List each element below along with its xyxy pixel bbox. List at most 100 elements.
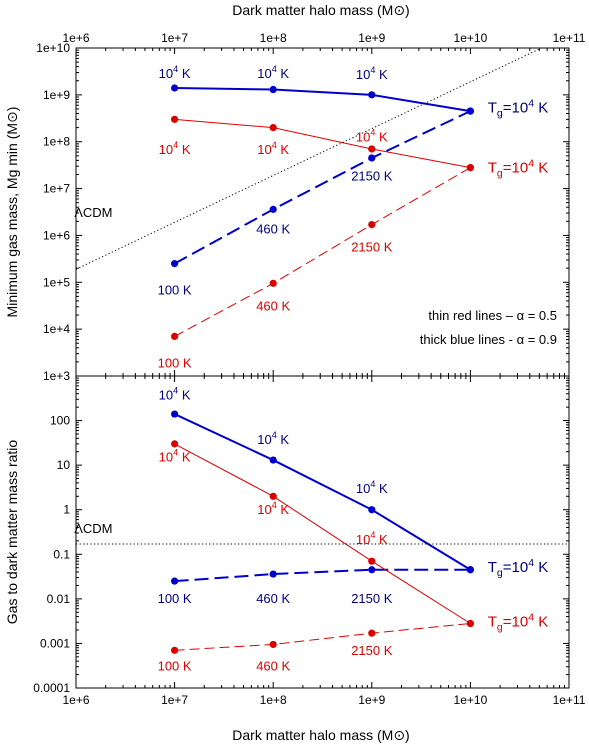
annotation-label: ΛCDM — [74, 521, 112, 536]
series-line — [174, 443, 471, 624]
series-line — [174, 87, 471, 113]
x-tick-label: 1e+8 — [260, 693, 287, 707]
y-tick-label: 1e+6 — [43, 228, 70, 242]
data-point — [171, 440, 179, 448]
annotation-label: 104 K — [257, 500, 289, 517]
y-tick-label: 1e+5 — [43, 275, 70, 289]
data-point — [171, 410, 179, 418]
data-point — [466, 164, 474, 172]
annotation-label: Tg=104 K — [488, 611, 548, 633]
data-point — [368, 557, 376, 565]
y-axis-label: Minimum gas mass, Mg min (M⊙) — [4, 107, 20, 318]
data-point — [368, 566, 376, 574]
top-panel: 1e+6 1e+7 1e+8 1e+9 1e+10 1e+11 1e+3 1e+4 1e+5 1e… — [4, 31, 586, 383]
plot-frame — [75, 47, 570, 377]
series-line — [174, 568, 471, 583]
y-tick-label: 100 — [50, 414, 70, 428]
data-point — [368, 91, 376, 99]
series-line — [174, 110, 471, 265]
annotation-label: 104 K — [257, 140, 289, 157]
annotation-label: 104 K — [159, 448, 191, 465]
data-point — [171, 332, 179, 341]
annotation-label: 104 K — [356, 128, 388, 145]
annotation-label: 104 K — [159, 64, 191, 81]
annotation-label: 2150 K — [351, 240, 393, 255]
annotation-label: Tg=104 K — [488, 557, 548, 579]
x-tick-label: 1e+11 — [553, 693, 586, 707]
x-tick-label: 1e+10 — [454, 693, 488, 707]
annotation-label: 104 K — [356, 530, 388, 547]
x-tick-label: 1e+8 — [260, 31, 287, 45]
data-point — [269, 205, 277, 213]
x-tick-label: 1e+6 — [62, 31, 89, 45]
data-point — [269, 570, 277, 578]
bottom-x-axis-label: Dark matter halo mass (M⊙) — [232, 727, 409, 743]
legend-note: thin red lines – α = 0.5 — [428, 308, 557, 323]
y-tick-label: 0.0001 — [33, 681, 70, 695]
annotation-label: 104 K — [356, 479, 388, 496]
data-point — [171, 646, 179, 654]
annotation-label: 2150 K — [351, 168, 393, 183]
annotation-label: 2150 K — [351, 591, 393, 606]
data-point — [171, 115, 179, 123]
annotation-label: 460 K — [256, 298, 290, 313]
y-tick-label: 1 — [63, 503, 70, 517]
series-line — [174, 167, 471, 337]
y-tick-label: 10 — [57, 458, 71, 472]
y-tick-label: 1e+8 — [43, 135, 70, 149]
y-tick-label: 0.001 — [40, 636, 70, 650]
x-tick-label: 1e+11 — [553, 31, 586, 45]
x-tick-label: 1e+7 — [161, 31, 188, 45]
plot-frame — [75, 375, 570, 689]
data-point — [171, 260, 179, 268]
y-tick-label: 1e+9 — [43, 88, 70, 102]
data-point — [368, 629, 376, 637]
data-point — [171, 84, 179, 92]
x-tick-label: 1e+6 — [62, 693, 89, 707]
series-line — [174, 413, 471, 571]
data-point — [269, 492, 277, 500]
y-tick-label: 1e+10 — [36, 41, 70, 55]
data-point — [269, 640, 277, 649]
annotation-label: 460 K — [256, 221, 290, 236]
top-x-axis-label: Dark matter halo mass (M⊙) — [232, 2, 409, 18]
data-point — [368, 154, 376, 162]
data-point — [368, 221, 376, 229]
annotation-label: 104 K — [257, 430, 289, 447]
annotation-label: ΛCDM — [74, 205, 112, 220]
data-point — [466, 619, 474, 628]
data-point — [269, 124, 277, 132]
annotation-label: Tg=104 K — [488, 98, 548, 120]
annotation-label: 100 K — [158, 591, 192, 606]
data-point — [269, 456, 277, 464]
y-tick-label: 1e+7 — [43, 182, 70, 196]
x-tick-label: 1e+9 — [358, 31, 385, 45]
annotation-label: 100 K — [158, 282, 192, 297]
data-point — [368, 145, 376, 153]
annotation-label: 100 K — [158, 658, 192, 673]
y-tick-label: 1e+3 — [43, 369, 70, 383]
legend-note: thick blue lines - α = 0.9 — [420, 332, 557, 347]
lcdm-reference-line — [76, 48, 543, 270]
annotation-label: 2150 K — [351, 643, 393, 658]
annotation-label: 104 K — [159, 140, 191, 157]
annotation-label: 460 K — [256, 591, 290, 606]
annotation-label: 104 K — [356, 65, 388, 82]
bottom-panel: 1e+6 1e+7 1e+8 1e+9 1e+10 1e+11 0.0001 0.001 0.0… — [4, 375, 586, 707]
y-axis-label: Gas to dark matter mass ratio — [4, 440, 20, 625]
data-point — [269, 279, 277, 287]
x-tick-label: 1e+10 — [454, 31, 488, 45]
annotation-label: Tg=104 K — [488, 158, 548, 180]
y-tick-label: 1e+4 — [43, 322, 70, 336]
annotation-label: 460 K — [256, 658, 290, 673]
data-point — [466, 107, 474, 115]
y-tick-label: 0.1 — [53, 547, 70, 561]
annotation-label: 104 K — [257, 64, 289, 81]
annotation-label: 100 K — [158, 356, 192, 371]
x-tick-label: 1e+9 — [358, 693, 385, 707]
data-point — [171, 577, 179, 585]
data-point — [466, 566, 474, 574]
annotation-label: 104 K — [159, 385, 191, 402]
data-point — [269, 85, 277, 94]
